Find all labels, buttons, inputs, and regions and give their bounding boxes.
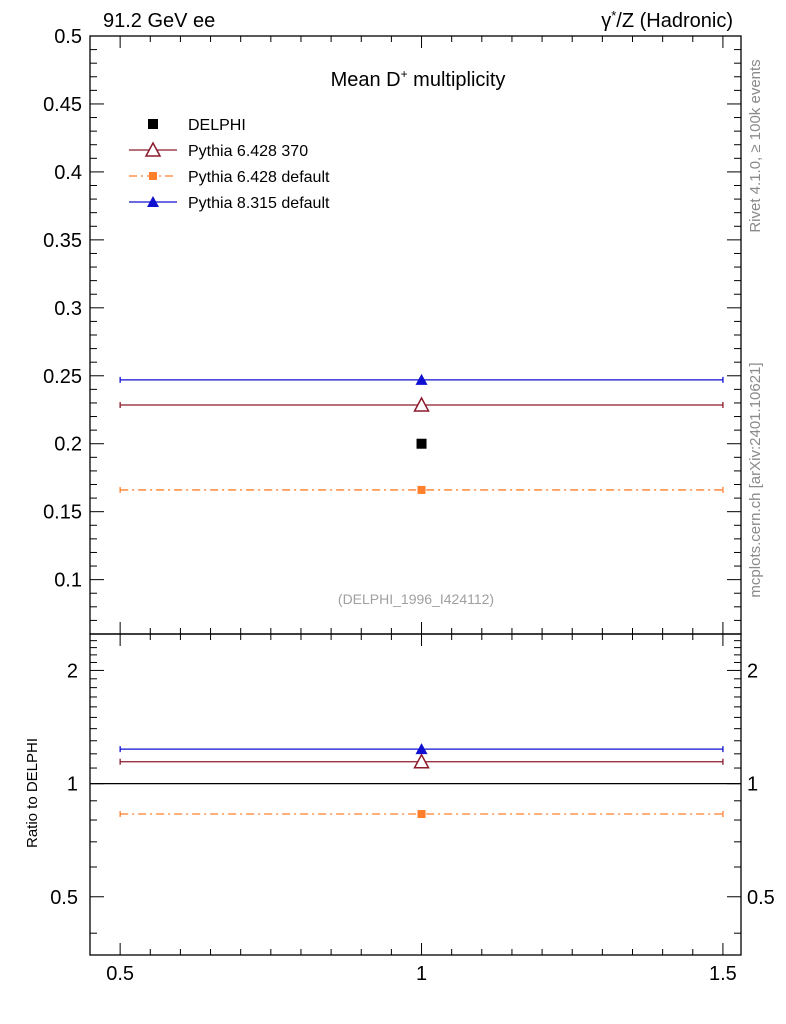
x-tick-label: 0.5 [106, 963, 134, 985]
main-axes: 0.1 0.15 0.2 0.25 0.3 0.35 0.4 0.45 0.5 [43, 26, 742, 635]
ratio-frame [89, 633, 742, 956]
legend-marker [144, 141, 162, 157]
ratio-y-tick-label-right: 0.5 [747, 887, 775, 909]
header-right: γ*/Z (Hadronic) [601, 8, 733, 32]
ratio-y-tick-label-right: 1 [747, 774, 758, 796]
y-tick-label: 0.45 [43, 94, 82, 116]
legend-label: DELPHI [188, 117, 246, 134]
y-tick-label: 0.15 [43, 502, 82, 524]
legend-item-pythia-6-428-370: Pythia 6.428 370 [129, 141, 308, 160]
y-tick-label: 0.4 [54, 162, 82, 184]
legend-item-pythia-8-315-default: Pythia 8.315 default [129, 195, 330, 212]
ratio-y-tick-label: 1 [67, 774, 78, 796]
header-left: 91.2 GeV ee [103, 10, 215, 32]
series-pythia-6-428-default [119, 485, 724, 494]
y-tick-label: 0.1 [54, 570, 82, 592]
y-tick-label: 0.5 [54, 26, 82, 48]
delphi-marker [416, 438, 427, 449]
main-title-rest: multiplicity [408, 69, 506, 91]
legend-item-delphi: DELPHI [148, 117, 246, 134]
pythia-6-428-370-marker [413, 396, 430, 412]
analysis-label: (DELPHI_1996_I424112) [338, 591, 494, 607]
ratio-series-pythia-6-428-370 [119, 753, 724, 769]
y-tick-label: 0.2 [54, 434, 82, 456]
legend-marker [149, 172, 157, 180]
pythia-6-428-default-marker [417, 485, 426, 494]
main-title: Mean D+ multiplicity [331, 67, 506, 91]
ratio-series-pythia-8-315-default [119, 743, 724, 755]
y-tick-label: 0.3 [54, 298, 82, 320]
ratio-series [90, 743, 741, 819]
legend-label: Pythia 8.315 default [188, 195, 330, 212]
pythia-6-428-default-ratio-marker [417, 810, 426, 819]
ratio-axes: 0.5 0.5 1 1 2 2 0.5 1 1.5 [50, 633, 775, 985]
series-pythia-6-428-370 [119, 396, 724, 412]
series-delphi [416, 438, 427, 449]
x-tick-label: 1 [416, 963, 427, 985]
legend-marker [148, 119, 158, 129]
legend-label: Pythia 6.428 default [188, 169, 330, 186]
ratio-series-pythia-6-428-default [119, 810, 724, 819]
y-tick-label: 0.25 [43, 366, 82, 388]
pythia-8-315-default-marker [415, 373, 428, 385]
ratio-ylabel: Ratio to DELPHI [24, 738, 41, 848]
series-pythia-8-315-default [119, 373, 724, 385]
pythia-8-315-default-ratio-marker [415, 743, 428, 755]
legend-item-pythia-6-428-default: Pythia 6.428 default [129, 169, 330, 186]
header-right-rest: /Z (Hadronic) [616, 10, 733, 32]
legend: DELPHI Pythia 6.428 370 Pythia 6.428 defau… [129, 117, 330, 212]
legend-label: Pythia 6.428 370 [188, 143, 308, 160]
ratio-y-tick-label-right: 2 [747, 660, 758, 682]
main-series [119, 373, 724, 494]
x-tick-label: 1.5 [709, 963, 737, 985]
main-title-base: Mean D [331, 69, 401, 91]
header-right-star: * [611, 8, 616, 23]
y-tick-label: 0.35 [43, 230, 82, 252]
ratio-y-tick-label: 2 [67, 660, 78, 682]
rivet-label: Rivet 4.1.0, ≥ 100k events [747, 59, 764, 232]
main-title-sup: + [401, 67, 408, 81]
legend-marker [147, 196, 159, 207]
header-right-symbol: γ [601, 10, 611, 32]
ratio-y-tick-label: 0.5 [50, 887, 78, 909]
mcplots-label: mcplots.cern.ch [arXiv:2401.10621] [747, 362, 764, 597]
pythia-6-428-370-ratio-marker [413, 753, 430, 769]
